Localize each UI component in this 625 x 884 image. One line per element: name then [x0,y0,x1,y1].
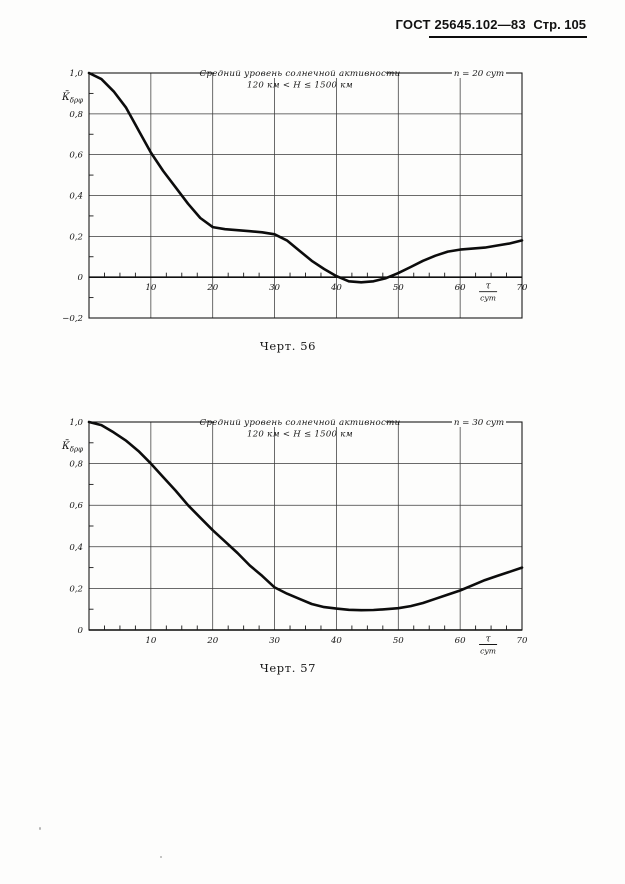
header-gost-number: ГОСТ 25645.102—83 [395,17,526,32]
data-curve [87,420,524,612]
y-tick-label: 0,6 [69,501,83,511]
x-tick-label: 10 [145,283,156,293]
chart-56: 10 20 30 40 50 60 70 −0,2 0 0,2 0,4 0,6 0,8 1,0 Средни… [61,67,528,324]
chart-57: 10 20 30 40 50 60 70 0 0,2 0,4 0,6 0,8 1,0 Средний ур… [61,416,528,656]
x-tick-label: 70 [517,636,528,646]
y-tick-label: 0,8 [69,110,83,120]
corner-label-mask [452,416,506,427]
x-tick-label: 50 [393,283,404,293]
y-tick-label: 1,0 [69,69,83,79]
x-tick-label: 60 [455,636,466,646]
chart-subtitle: 120 км < Н ≤ 1500 км [247,81,353,91]
corner-label: n = 30 сут [454,418,504,428]
y-tick-label: 0,4 [69,192,83,202]
y-tick-label: 0,2 [69,584,83,594]
x-unit-numerator: τ [486,282,492,292]
x-unit-denominator: сут [480,647,496,656]
y-tick-label: 0,6 [69,151,83,161]
scan-speck [160,856,162,858]
y-axis-symbol: К̄δρφ [61,91,83,104]
chart-subtitle: 120 км < Н ≤ 1500 км [247,430,353,440]
x-tick-label: 10 [145,636,156,646]
y-tick-label: 0,8 [69,460,83,470]
corner-label: n = 20 сут [454,69,504,79]
y-tick-label: 1,0 [69,418,83,428]
x-tick-label: 30 [269,636,280,646]
header-underline [429,36,587,38]
plot-frame [88,421,523,631]
x-tick-label: 70 [517,283,528,293]
x-tick-label: 40 [330,636,342,646]
y-tick-label: 0 [78,273,84,283]
chart-title: Средний уровень солнечной активности [200,418,401,428]
y-tick-label: −0,2 [62,314,83,324]
x-tick-label: 50 [393,636,404,646]
y-tick-label: 0,2 [69,232,83,242]
x-tick-label: 20 [206,636,218,646]
x-unit-numerator: τ [486,635,492,645]
title-mask [214,67,386,78]
x-tick-label: 60 [455,283,466,293]
x-tick-label: 20 [206,283,218,293]
x-unit-denominator: сут [480,294,496,303]
data-curve [87,71,524,284]
chart-56-caption: Черт. 56 [259,339,317,353]
chart-57-caption: Черт. 57 [259,661,317,675]
y-tick-label: 0,4 [69,543,83,553]
x-tick-label: 40 [330,283,342,293]
y-axis-symbol: К̄δρφ [61,440,83,453]
chart-title: Средний уровень солнечной активности [200,69,401,79]
corner-label-mask [452,67,506,78]
page-header: ГОСТ 25645.102—83 Стр. 105 [396,18,586,32]
x-tick-label: 30 [269,283,280,293]
scan-speck [39,827,41,830]
header-page-number: Стр. 105 [533,17,586,32]
y-tick-label: 0 [78,626,84,636]
title-mask [214,416,386,427]
